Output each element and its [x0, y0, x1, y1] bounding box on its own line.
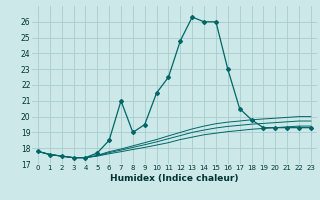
X-axis label: Humidex (Indice chaleur): Humidex (Indice chaleur) [110, 174, 239, 183]
